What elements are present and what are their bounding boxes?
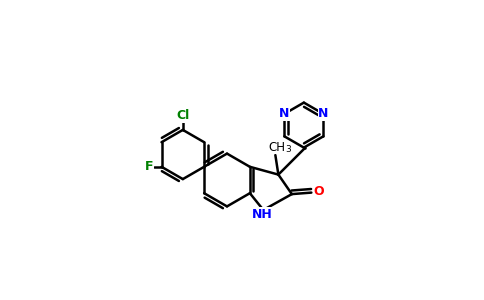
Text: NH: NH xyxy=(252,208,272,221)
Text: CH: CH xyxy=(268,141,286,154)
Text: 3: 3 xyxy=(285,145,291,154)
Text: F: F xyxy=(145,160,154,173)
Text: N: N xyxy=(318,107,329,120)
Text: N: N xyxy=(279,107,289,120)
Text: Cl: Cl xyxy=(176,109,189,122)
Text: O: O xyxy=(314,184,324,198)
